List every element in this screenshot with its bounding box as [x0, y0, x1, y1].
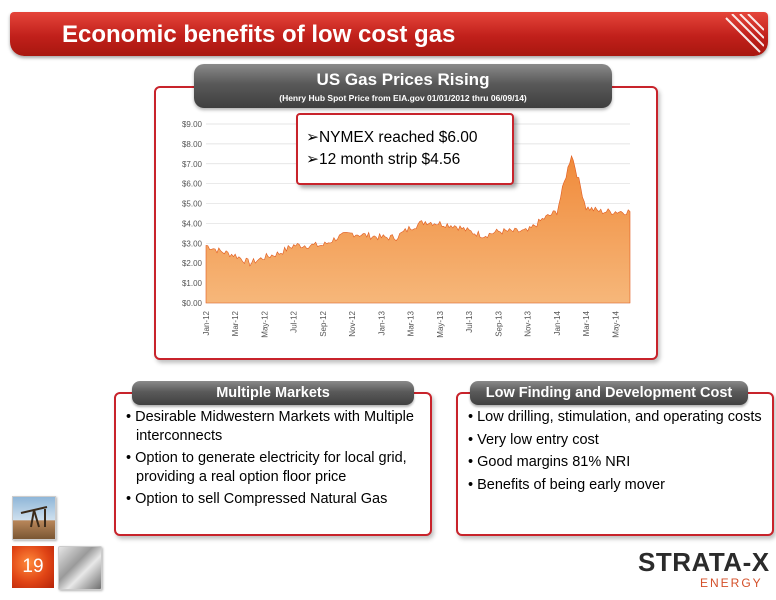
x-tick-label: Mar-12	[231, 310, 240, 336]
y-tick-label: $6.00	[182, 180, 203, 189]
y-tick-label: $3.00	[182, 239, 203, 248]
x-tick-label: Sep-13	[494, 310, 503, 336]
pipes-image	[58, 546, 102, 590]
list-item: Low drilling, stimulation, and operating…	[468, 408, 764, 427]
x-tick-label: Sep-12	[319, 310, 328, 336]
x-axis: Jan-12 Mar-12 May-12 Jul-12 Sep-12 Nov-12 Jan-…	[202, 310, 620, 337]
stripes-decoration	[725, 14, 764, 53]
page-title: Economic benefits of low cost gas	[62, 21, 456, 48]
x-tick-label: Nov-13	[524, 310, 533, 336]
callout-line-nymex: ➢NYMEX reached $6.00	[306, 129, 478, 146]
price-callout: ➢NYMEX reached $6.00 ➢12 month strip $4.…	[296, 113, 514, 185]
list-item: Good margins 81% NRI	[468, 453, 764, 472]
costs-header: Low Finding and Development Cost	[470, 381, 748, 405]
callout-line-strip: ➢12 month strip $4.56	[306, 151, 461, 168]
x-tick-label: Mar-14	[582, 310, 591, 336]
y-tick-label: $1.00	[182, 279, 203, 288]
page-number: 19	[12, 546, 54, 588]
x-tick-label: Jul-13	[465, 310, 474, 332]
chart-header: US Gas Prices Rising (Henry Hub Spot Pri…	[194, 64, 612, 108]
y-axis: $0.00 $1.00 $2.00 $3.00 $4.00 $5.00 $6.00 $7.00…	[182, 120, 203, 308]
x-tick-label: May-12	[260, 310, 269, 337]
list-item: Benefits of being early mover	[468, 476, 764, 495]
y-tick-label: $9.00	[182, 120, 203, 129]
chart-title: US Gas Prices Rising	[316, 70, 490, 89]
markets-header: Multiple Markets	[132, 381, 414, 405]
x-tick-label: Mar-13	[407, 310, 416, 336]
x-tick-label: Jan-13	[377, 310, 386, 335]
x-tick-label: May-13	[436, 310, 445, 337]
price-area-series	[205, 154, 631, 304]
y-tick-label: $4.00	[182, 219, 203, 228]
list-item: Desirable Midwestern Markets with Multip…	[126, 408, 422, 445]
markets-list: Desirable Midwestern Markets with Multip…	[126, 408, 422, 513]
pumpjack-icon	[20, 506, 48, 528]
y-tick-label: $0.00	[182, 299, 203, 308]
y-tick-label: $8.00	[182, 140, 203, 149]
x-tick-label: May-14	[611, 310, 620, 337]
pumpjack-image	[12, 496, 56, 540]
list-item: Option to sell Compressed Natural Gas	[126, 490, 422, 509]
chart-subtitle: (Henry Hub Spot Price from EIA.gov 01/01…	[279, 93, 527, 103]
x-tick-label: Jul-12	[290, 310, 299, 332]
list-item: Option to generate electricity for local…	[126, 449, 422, 486]
company-logo-sub: ENERGY	[700, 576, 763, 590]
y-tick-label: $2.00	[182, 259, 203, 268]
list-item: Very low entry cost	[468, 431, 764, 450]
x-tick-label: Jan-14	[553, 310, 562, 335]
y-tick-label: $7.00	[182, 160, 203, 169]
company-logo: STRATA-X	[638, 547, 770, 577]
costs-list: Low drilling, stimulation, and operating…	[468, 408, 764, 498]
title-bar: Economic benefits of low cost gas	[10, 12, 768, 56]
x-tick-label: Nov-12	[348, 310, 357, 336]
y-tick-label: $5.00	[182, 200, 203, 209]
x-tick-label: Jan-12	[202, 310, 211, 335]
